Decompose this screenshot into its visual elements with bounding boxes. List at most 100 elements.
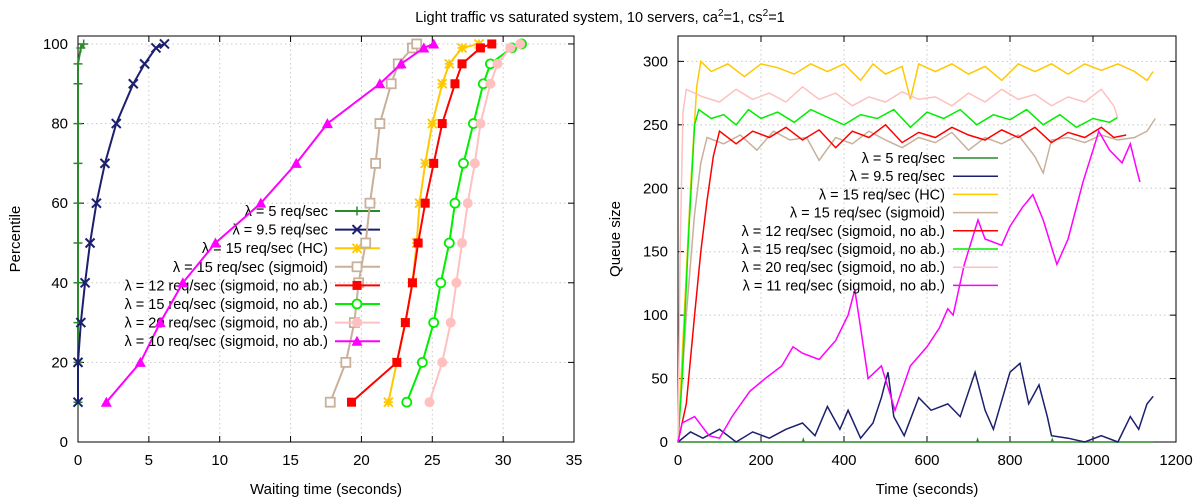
data-point xyxy=(515,38,526,49)
x-tick-label: 0 xyxy=(74,452,82,469)
data-point xyxy=(395,58,407,69)
legend-marker xyxy=(351,335,363,346)
series-line-0 xyxy=(678,437,1154,443)
data-point xyxy=(73,158,83,168)
legend-label: λ = 12 req/sec (sigmoid, no ab.) xyxy=(741,224,945,240)
x-tick-label: 0 xyxy=(674,452,682,469)
series-line-1 xyxy=(677,361,1154,443)
data-point xyxy=(177,277,189,288)
x-tick-label: 30 xyxy=(495,452,512,469)
legend-marker xyxy=(351,224,363,235)
y-tick-label: 250 xyxy=(643,117,668,134)
data-point xyxy=(437,78,448,89)
data-point xyxy=(451,277,462,288)
legend-marker xyxy=(351,243,363,254)
y-tick-label: 80 xyxy=(51,116,68,133)
data-point xyxy=(111,118,122,129)
series-3 xyxy=(324,38,423,408)
data-point xyxy=(416,356,428,368)
data-point xyxy=(360,237,372,249)
data-point xyxy=(414,198,425,209)
title-superscript: 2 xyxy=(763,8,769,19)
data-point xyxy=(84,237,96,249)
data-point xyxy=(321,118,333,129)
data-point xyxy=(73,238,83,248)
data-point xyxy=(75,317,87,328)
x-tick-label: 10 xyxy=(211,452,228,469)
y-tick-label: 200 xyxy=(643,180,668,197)
y-axis-label: Percentile xyxy=(7,206,24,273)
series-line-4 xyxy=(677,123,1127,443)
data-point xyxy=(79,39,89,49)
data-point xyxy=(475,43,485,53)
data-point xyxy=(420,158,431,169)
data-point xyxy=(444,58,455,69)
title-text: =1, cs xyxy=(724,10,763,26)
data-point xyxy=(449,197,461,209)
data-point xyxy=(99,158,111,169)
series-1 xyxy=(72,38,170,408)
series-line-5 xyxy=(677,108,1119,443)
data-point xyxy=(100,396,112,407)
plot-frame xyxy=(77,35,575,443)
legend-marker xyxy=(352,280,362,290)
percentile-chart: 0 5 10 15 20 25 30 35 0 20 40 60 80 100 Waiting time (… xyxy=(7,35,582,498)
y-tick-label: 100 xyxy=(43,36,68,53)
x-tick-label: 15 xyxy=(282,452,299,469)
figure-title: Light traffic vs saturated system, 10 se… xyxy=(415,8,785,26)
x-tick-label: 800 xyxy=(997,452,1022,469)
data-point xyxy=(73,198,83,208)
legend-label: λ = 15 req/sec (HC) xyxy=(202,241,328,257)
x-tick-label: 1200 xyxy=(1159,452,1192,469)
legend-label: λ = 15 req/sec (sigmoid, no ab.) xyxy=(124,297,328,313)
data-point xyxy=(290,157,302,168)
legend-label: λ = 20 req/sec (sigmoid, no ab.) xyxy=(124,316,328,332)
data-point xyxy=(134,356,146,367)
title-text: =1 xyxy=(768,10,785,26)
data-point xyxy=(79,277,91,288)
legend-marker xyxy=(351,261,363,273)
data-point xyxy=(154,317,166,328)
x-axis-label: Waiting time (seconds) xyxy=(250,481,402,498)
data-point xyxy=(128,78,139,89)
data-point xyxy=(437,357,448,368)
data-point xyxy=(450,79,460,89)
x-tick-label: 5 xyxy=(145,452,153,469)
x-axis-label: Time (seconds) xyxy=(876,481,979,498)
data-point xyxy=(429,158,439,168)
y-tick-label: 100 xyxy=(643,307,668,324)
y-tick-label: 0 xyxy=(60,434,68,451)
data-point xyxy=(324,396,336,408)
legend-label: λ = 12 req/sec (sigmoid, no ab.) xyxy=(124,278,328,294)
legend-marker xyxy=(352,206,362,216)
data-point xyxy=(340,356,352,368)
data-point xyxy=(73,119,83,129)
data-point xyxy=(73,79,83,89)
y-axis-label: Queue size xyxy=(607,201,624,277)
data-point xyxy=(445,317,456,328)
data-point xyxy=(420,198,430,208)
legend-label: λ = 15 req/sec (sigmoid) xyxy=(790,206,945,222)
data-point xyxy=(505,42,516,53)
data-point xyxy=(475,118,486,129)
data-point xyxy=(413,238,423,248)
data-point xyxy=(437,119,447,129)
x-tick-label: 400 xyxy=(831,452,856,469)
series-line-2 xyxy=(677,59,1154,443)
data-point xyxy=(374,118,386,129)
data-point xyxy=(457,59,467,69)
legend-label: λ = 9.5 req/sec xyxy=(232,223,328,239)
legend-label: λ = 15 req/sec (HC) xyxy=(819,187,945,203)
legend-label: λ = 11 req/sec (sigmoid, no ab.) xyxy=(743,278,945,294)
data-point xyxy=(443,237,455,249)
data-point xyxy=(487,39,497,49)
data-point xyxy=(255,197,267,208)
x-tick-label: 25 xyxy=(424,452,441,469)
title-text: Light traffic vs saturated system, 10 se… xyxy=(415,10,719,26)
data-point xyxy=(159,38,170,50)
queue-size-chart: 0 200 400 600 800 1000 1200 0 50 100 150 200 250 300 T… xyxy=(607,35,1193,498)
series-line-7 xyxy=(677,129,1141,443)
data-point xyxy=(385,78,397,90)
legend-label: λ = 5 req/sec xyxy=(245,204,328,220)
